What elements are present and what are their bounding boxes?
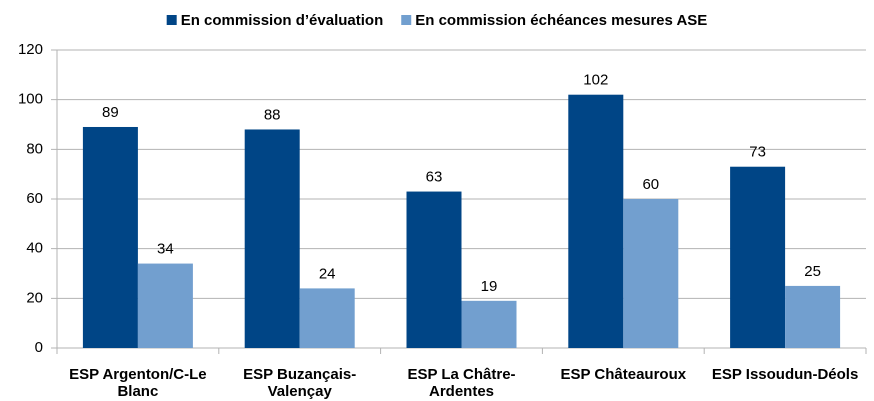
x-tick-label: ESP Châteauroux <box>560 366 687 383</box>
data-label: 63 <box>426 169 443 186</box>
bar <box>785 285 841 348</box>
x-tick-label: ESP Buzançais-Valençay <box>243 366 357 400</box>
y-tick-label: 40 <box>26 240 43 257</box>
y-tick-label: 80 <box>26 140 43 157</box>
y-tick-label: 60 <box>26 190 43 207</box>
bar <box>568 94 624 348</box>
data-label: 24 <box>319 265 336 282</box>
bar <box>82 126 138 348</box>
data-label: 89 <box>102 104 119 121</box>
bar <box>244 129 300 348</box>
bar <box>461 300 517 348</box>
x-tick-label: ESP La Châtre-Ardentes <box>407 366 516 400</box>
y-tick-label: 100 <box>18 91 43 108</box>
legend-label: En commission échéances mesures ASE <box>415 12 707 29</box>
x-tick-label: ESP Argenton/C-Le Blanc <box>69 366 207 400</box>
y-tick-label: 0 <box>35 339 43 356</box>
data-label: 102 <box>583 72 608 89</box>
legend-swatch <box>166 15 177 25</box>
bar <box>137 263 193 348</box>
data-label: 73 <box>749 144 766 161</box>
legend-label: En commission d’évaluation <box>181 12 384 29</box>
y-tick-label: 120 <box>18 41 43 58</box>
y-tick-label: 20 <box>26 289 43 306</box>
bar <box>299 288 355 348</box>
data-label: 60 <box>642 176 659 193</box>
bar <box>730 166 786 348</box>
data-label: 25 <box>804 263 821 280</box>
data-label: 19 <box>481 278 498 295</box>
data-label: 34 <box>157 241 174 258</box>
x-tick-label: ESP Issoudun-Déols <box>711 366 859 383</box>
legend-swatch <box>401 15 412 25</box>
bar <box>623 199 679 348</box>
data-label: 88 <box>264 106 281 123</box>
bar <box>406 191 462 348</box>
